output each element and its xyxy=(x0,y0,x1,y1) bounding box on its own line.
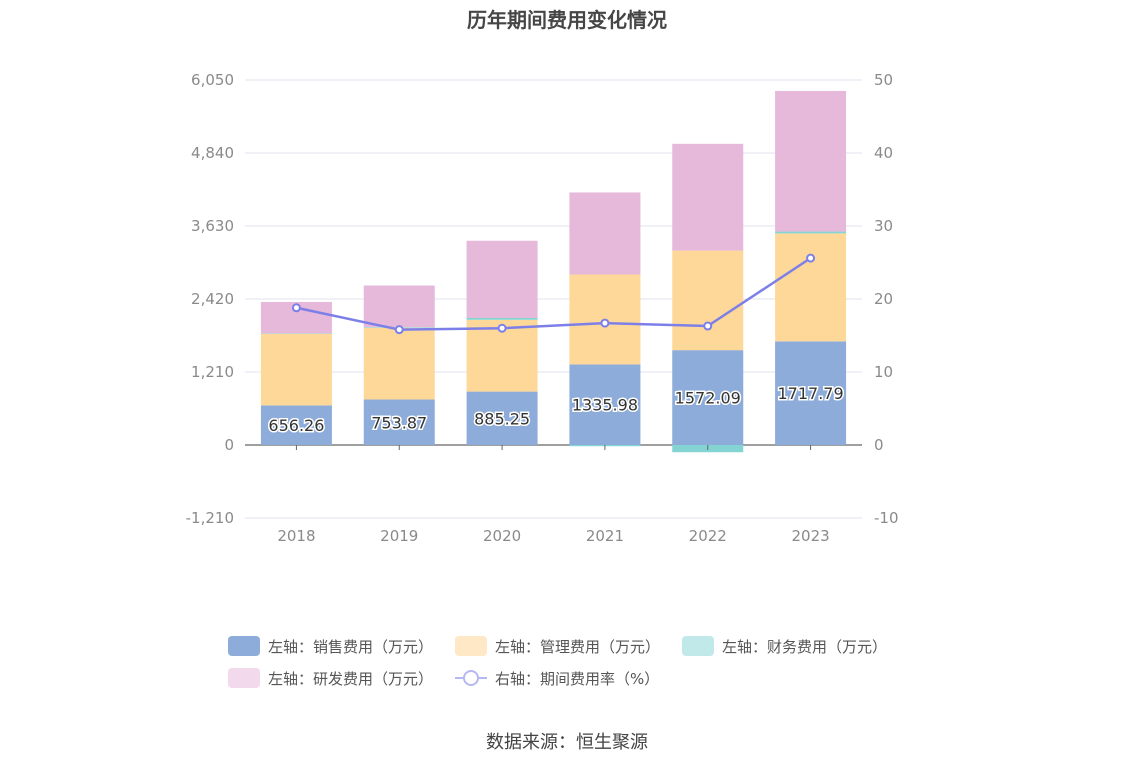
right-tick-label: 50 xyxy=(874,71,893,89)
rate-line xyxy=(296,257,812,331)
bar-segment-admin-2022 xyxy=(672,250,744,351)
bar-segment-rd-2020 xyxy=(466,240,538,318)
rate-point-2023 xyxy=(806,253,816,263)
bar-segment-sales-2021 xyxy=(569,364,641,445)
legend-swatch-rate xyxy=(455,668,488,688)
source-note: 数据来源：恒生聚源 xyxy=(486,732,648,753)
left-tick-label: 2,420 xyxy=(191,290,234,308)
legend-item-rd[interactable]: 左轴：研发费用（万元） xyxy=(228,668,433,689)
data-label-sales: 753.87 xyxy=(371,413,427,432)
data-label-sales: 885.25 xyxy=(474,409,530,428)
bar-segment-sales-2018 xyxy=(260,405,332,445)
data-label-sales: 1335.98 xyxy=(572,396,638,415)
data-label-sales: 1572.09 xyxy=(675,389,741,408)
bar-segment-admin-2019 xyxy=(363,327,435,400)
rate-point-2018 xyxy=(291,303,301,313)
bar-segment-finance-2023 xyxy=(775,231,847,234)
legend-label-rate: 右轴：期间费用率（%） xyxy=(495,669,660,688)
legend-item-sales[interactable]: 左轴：销售费用（万元） xyxy=(228,636,433,657)
rate-point-2020 xyxy=(497,323,507,333)
right-tick-label: 30 xyxy=(874,217,893,235)
bar-segment-admin-2023 xyxy=(775,233,847,342)
data-label-sales: 656.26 xyxy=(268,416,324,435)
x-tick-label: 2022 xyxy=(689,527,727,545)
bar-segment-rd-2022 xyxy=(672,143,744,251)
legend-label-finance: 左轴：财务费用（万元） xyxy=(722,637,888,656)
data-label-sales: 1717.79 xyxy=(777,384,843,403)
legend-label-rd: 左轴：研发费用（万元） xyxy=(268,669,434,688)
bar-segment-sales-2019 xyxy=(363,399,435,445)
left-tick-label: 6,050 xyxy=(191,71,234,89)
left-tick-label: 4,840 xyxy=(191,144,234,162)
legend-item-finance[interactable]: 左轴：财务费用（万元） xyxy=(682,636,887,657)
right-tick-label: -10 xyxy=(874,509,899,527)
right-tick-label: 20 xyxy=(874,290,893,308)
right-tick-label: 10 xyxy=(874,363,893,381)
left-tick-label: -1,210 xyxy=(186,509,234,527)
legend-swatch-sales xyxy=(228,636,260,656)
right-tick-label: 0 xyxy=(874,436,884,454)
bar-segment-sales-2023 xyxy=(775,341,847,445)
legend-swatch-rd xyxy=(228,668,260,688)
x-tick-label: 2018 xyxy=(277,527,315,545)
x-tick-label: 2020 xyxy=(483,527,521,545)
bar-segment-finance-2020 xyxy=(466,317,538,320)
x-tick-label: 2019 xyxy=(380,527,418,545)
bar-segment-finance-2018 xyxy=(260,333,332,334)
legend-label-admin: 左轴：管理费用（万元） xyxy=(495,637,661,656)
legend-item-rate[interactable]: 右轴：期间费用率（%） xyxy=(455,668,659,689)
bar-segment-admin-2018 xyxy=(260,333,332,406)
bar-segment-rd-2021 xyxy=(569,192,641,275)
legend-label-sales: 左轴：销售费用（万元） xyxy=(268,637,434,656)
chart-title: 历年期间费用变化情况 xyxy=(467,8,667,32)
legend: 左轴：销售费用（万元） 左轴：管理费用（万元） 左轴：财务费用（万元） 左轴：研… xyxy=(228,630,928,694)
x-tick-label: 2023 xyxy=(791,527,829,545)
bar-segment-sales-2022 xyxy=(672,350,744,445)
bar-segment-rd-2019 xyxy=(363,285,435,328)
rate-point-2021 xyxy=(600,318,610,328)
legend-swatch-admin xyxy=(455,636,488,656)
rate-point-2022 xyxy=(703,321,713,331)
right-tick-label: 40 xyxy=(874,144,893,162)
left-tick-label: 0 xyxy=(224,436,234,454)
legend-swatch-finance xyxy=(682,636,715,656)
left-tick-label: 3,630 xyxy=(191,217,234,235)
bar-segment-sales-2020 xyxy=(466,391,538,445)
left-tick-label: 1,210 xyxy=(191,363,234,381)
bar-segment-rd-2023 xyxy=(775,90,847,232)
x-tick-label: 2021 xyxy=(586,527,624,545)
rate-point-2019 xyxy=(394,325,404,335)
legend-item-admin[interactable]: 左轴：管理费用（万元） xyxy=(455,636,660,657)
